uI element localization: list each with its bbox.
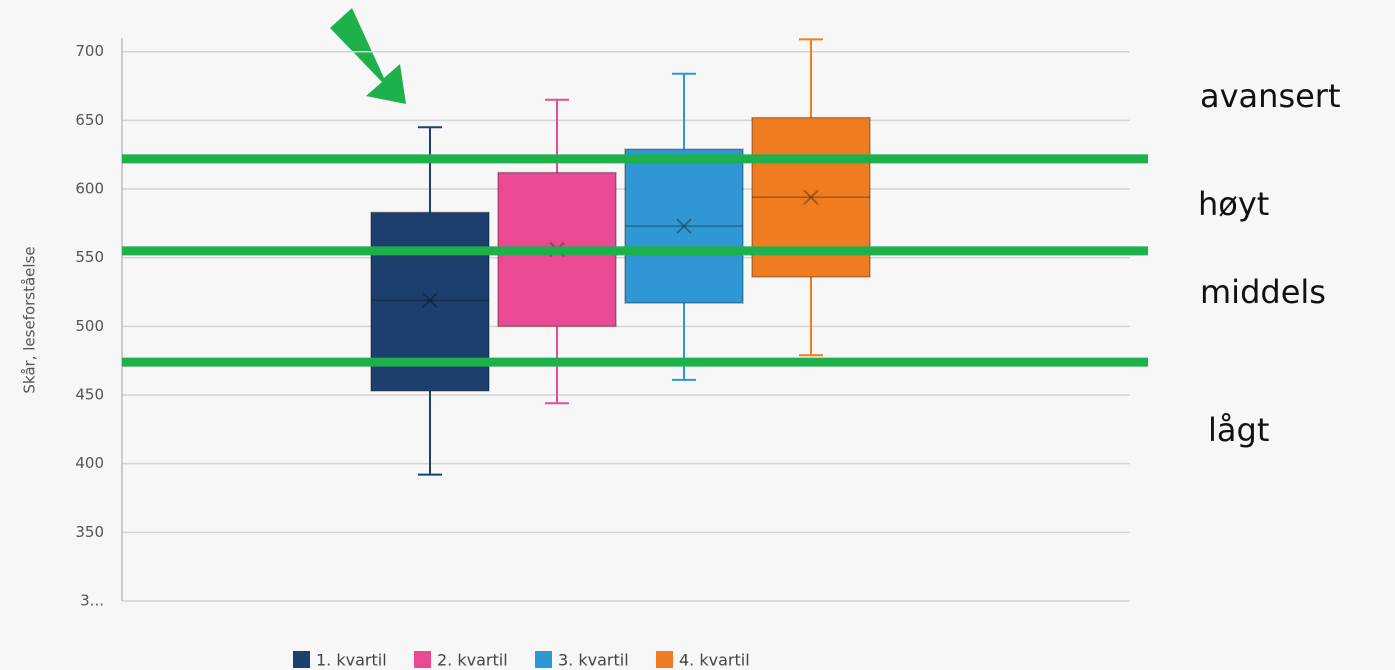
mean-marker [676,218,692,234]
y-tick-label: 650 [75,111,104,129]
legend-swatch [656,651,673,668]
level-label: avansert [1200,77,1341,115]
y-tick-label: 3... [80,592,104,610]
y-tick-label: 700 [75,42,104,60]
legend-label: 1. kvartil [316,651,387,670]
level-label: høyt [1198,185,1269,223]
y-axis-label: Skår, leseforståelse [21,246,39,393]
mean-marker [422,292,438,308]
legend-label: 2. kvartil [437,651,508,670]
box [624,148,744,304]
legend-swatch [293,651,310,668]
y-tick-label: 600 [75,180,104,198]
y-tick-label: 450 [75,386,104,404]
y-tick-label: 500 [75,317,104,335]
legend-swatch [535,651,552,668]
level-label: middels [1200,273,1326,311]
mean-marker [803,189,819,205]
legend-label: 3. kvartil [558,651,629,670]
y-tick-label: 400 [75,454,104,472]
y-tick-label: 550 [75,248,104,266]
level-label: lågt [1208,411,1269,449]
legend-swatch [414,651,431,668]
legend-label: 4. kvartil [679,651,750,670]
arrow [330,8,406,104]
y-tick-label: 350 [75,523,104,541]
